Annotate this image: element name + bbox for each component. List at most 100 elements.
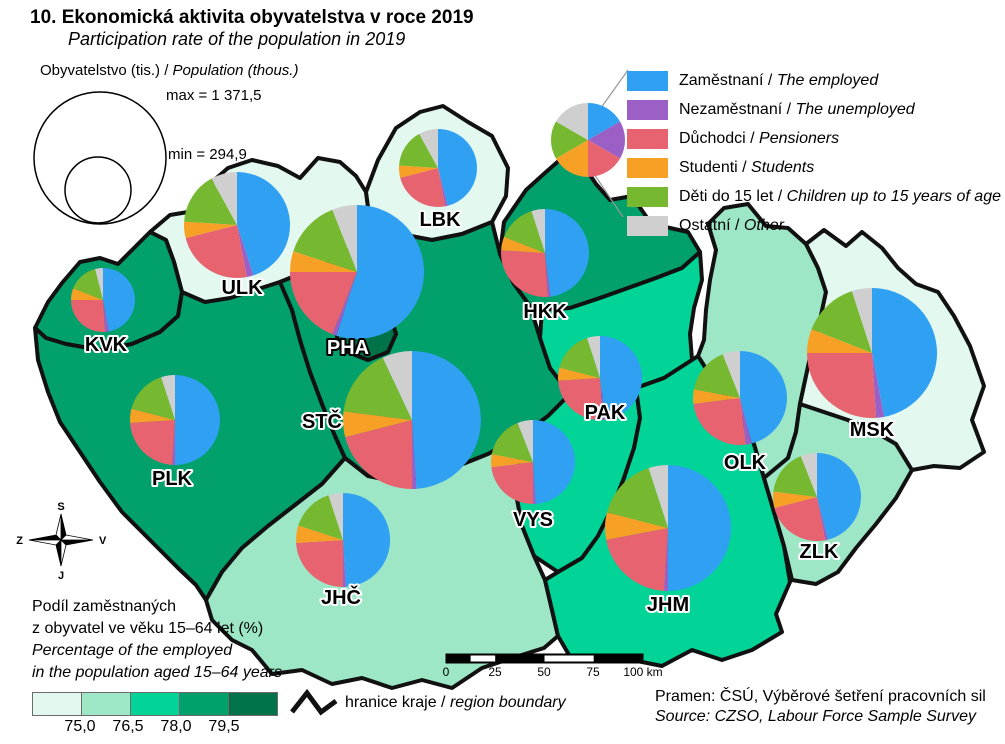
pie-slice-unemployed-pak [600, 378, 606, 420]
pie-chart-jhm [605, 464, 731, 592]
pie-slice-other-pak [587, 336, 600, 378]
scale-tick-50: 50 [537, 665, 551, 679]
pie-slice-pensioners-ulk [185, 225, 247, 278]
population-max-circle [33, 91, 167, 225]
region-label-ulk: ULK [221, 277, 263, 299]
pie-slice-unemployed-pha [332, 272, 357, 336]
pie-slice-unemployed-hkk [545, 253, 551, 297]
pie-slice-children-olk [693, 354, 740, 398]
pie-slice-pensioners-pha [290, 272, 357, 335]
population-circles-symbol [33, 91, 167, 225]
pie-slice-children-plk [131, 377, 175, 420]
page-subtitle: Participation rate of the population in … [68, 29, 406, 49]
region-label-jhč: JHČ [321, 585, 361, 609]
pie-slice-children-zlk [773, 456, 817, 497]
pie-slice-students-plk [130, 408, 175, 423]
pie-slice-pensioners-vys [491, 462, 533, 504]
region-label-olk: OLK [724, 452, 767, 474]
pie-slice-students-olk [692, 389, 740, 404]
pie-slice-students-ulk [183, 221, 237, 239]
pie-slice-students-legend-sample [555, 140, 588, 177]
compass-east-label: V [99, 535, 107, 547]
region-label-lbk: LBK [419, 209, 461, 231]
pie-slice-unemployed-zlk [817, 497, 828, 541]
pie-slice-children-pha [293, 209, 357, 272]
choropleth-break-78,0: 78,0 [160, 718, 192, 735]
page-title: 10. Ekonomická aktivita obyvatelstva v r… [30, 7, 474, 28]
pie-chart-pha [290, 205, 425, 340]
region-label-stč: STČ [302, 409, 342, 433]
legend-item-students: Studenti / Students [627, 153, 1001, 182]
choropleth-class-swatch-5 [228, 692, 278, 716]
legend-label-unemployed: Nezaměstnaní / The unemployed [679, 100, 915, 118]
pie-slice-students-zlk [773, 491, 817, 508]
pie-slice-students-jhm [605, 512, 668, 540]
choropleth-break-labels: 75,0 76,5 78,0 79,5 [32, 718, 272, 738]
legend-label-children: Děti do 15 let / Children up to 15 years… [679, 187, 1001, 205]
pie-slice-students-hkk [501, 236, 545, 253]
pie-slice-unemployed-vys [533, 462, 536, 504]
legend-label-students: Studenti / Students [679, 158, 815, 176]
pie-slice-employed-ulk [237, 172, 291, 276]
pie-slice-students-stč [342, 411, 412, 438]
legend-sample-pie-chart [551, 103, 625, 177]
boundary-line-symbol [290, 688, 338, 716]
boundary-legend-label: hranice kraje / region boundary [345, 694, 566, 711]
pie-slice-students-kvk [71, 288, 103, 300]
pie-slice-pensioners-stč [345, 420, 412, 489]
pie-slice-unemployed-stč [412, 420, 417, 489]
pie-slice-children-stč [343, 357, 412, 420]
pie-slice-employed-pha [336, 205, 425, 340]
pie-slice-other-olk [722, 350, 740, 398]
source-line-cs: Pramen: ČSÚ, Výběrové šetření pracovních… [655, 688, 986, 705]
region-label-msk: MSK [850, 419, 895, 441]
pie-slice-other-hkk [531, 209, 545, 253]
choropleth-title-cs-1: Podíl zaměstnaných [32, 598, 177, 615]
pie-slice-employed-olk [740, 351, 787, 444]
scale-tick-75: 75 [586, 665, 600, 679]
pie-slice-children-lbk [399, 133, 438, 168]
legend-item-employed: Zaměstnaní / The employed [627, 66, 1001, 95]
legend-swatch-other [627, 215, 668, 236]
choropleth-break-75,0: 75,0 [64, 718, 96, 735]
population-max-label: max = 1 371,5 [166, 87, 262, 104]
pie-slice-pensioners-legend-sample [588, 140, 621, 177]
pie-slice-pensioners-lbk [400, 168, 446, 208]
population-min-circle [64, 156, 132, 224]
choropleth-color-scale [32, 692, 278, 716]
scale-tick-100km: 100 km [623, 665, 662, 679]
region-label-hkk: HKK [523, 301, 567, 323]
compass-rose: S V J Z [16, 501, 107, 582]
region-label-pak: PAK [585, 402, 626, 424]
pie-slice-pensioners-jhč [296, 540, 343, 587]
boundary-legend-en: region boundary [449, 694, 566, 711]
pie-slice-children-jhč [298, 495, 343, 540]
choropleth-legend-title: Podíl zaměstnaných z obyvatel ve věku 15… [32, 596, 282, 684]
pie-slice-employed-kvk [103, 268, 135, 332]
pie-chart-lbk [399, 129, 477, 208]
choropleth-title-en-1: Percentage of the employed [32, 642, 233, 659]
pie-category-legend: Zaměstnaní / The employed Nezaměstnaní / … [627, 66, 1001, 240]
pies-layer [71, 129, 938, 592]
pie-slice-children-kvk [73, 269, 103, 300]
compass-north-label: S [57, 501, 64, 513]
pie-slice-pensioners-kvk [71, 300, 106, 333]
pie-slice-unemployed-kvk [103, 300, 109, 332]
pie-slice-pensioners-plk [130, 420, 175, 465]
pie-slice-other-zlk [800, 453, 817, 497]
pie-slice-children-ulk [184, 178, 237, 225]
pie-slice-employed-legend-sample [588, 103, 621, 140]
legend-item-unemployed: Nezaměstnaní / The unemployed [627, 95, 1001, 124]
pie-slice-other-ulk [211, 172, 237, 225]
pie-chart-stč [342, 351, 481, 489]
pie-slice-employed-jhm [668, 465, 731, 591]
pie-slice-unemployed-jhm [664, 528, 668, 592]
pie-chart-vys [490, 419, 576, 504]
pie-slice-other-plk [161, 375, 175, 420]
legend-swatch-students [627, 157, 668, 178]
pie-slice-students-vys [490, 454, 533, 468]
pie-slice-pensioners-hkk [501, 250, 548, 297]
pie-slice-unemployed-olk [740, 398, 752, 445]
